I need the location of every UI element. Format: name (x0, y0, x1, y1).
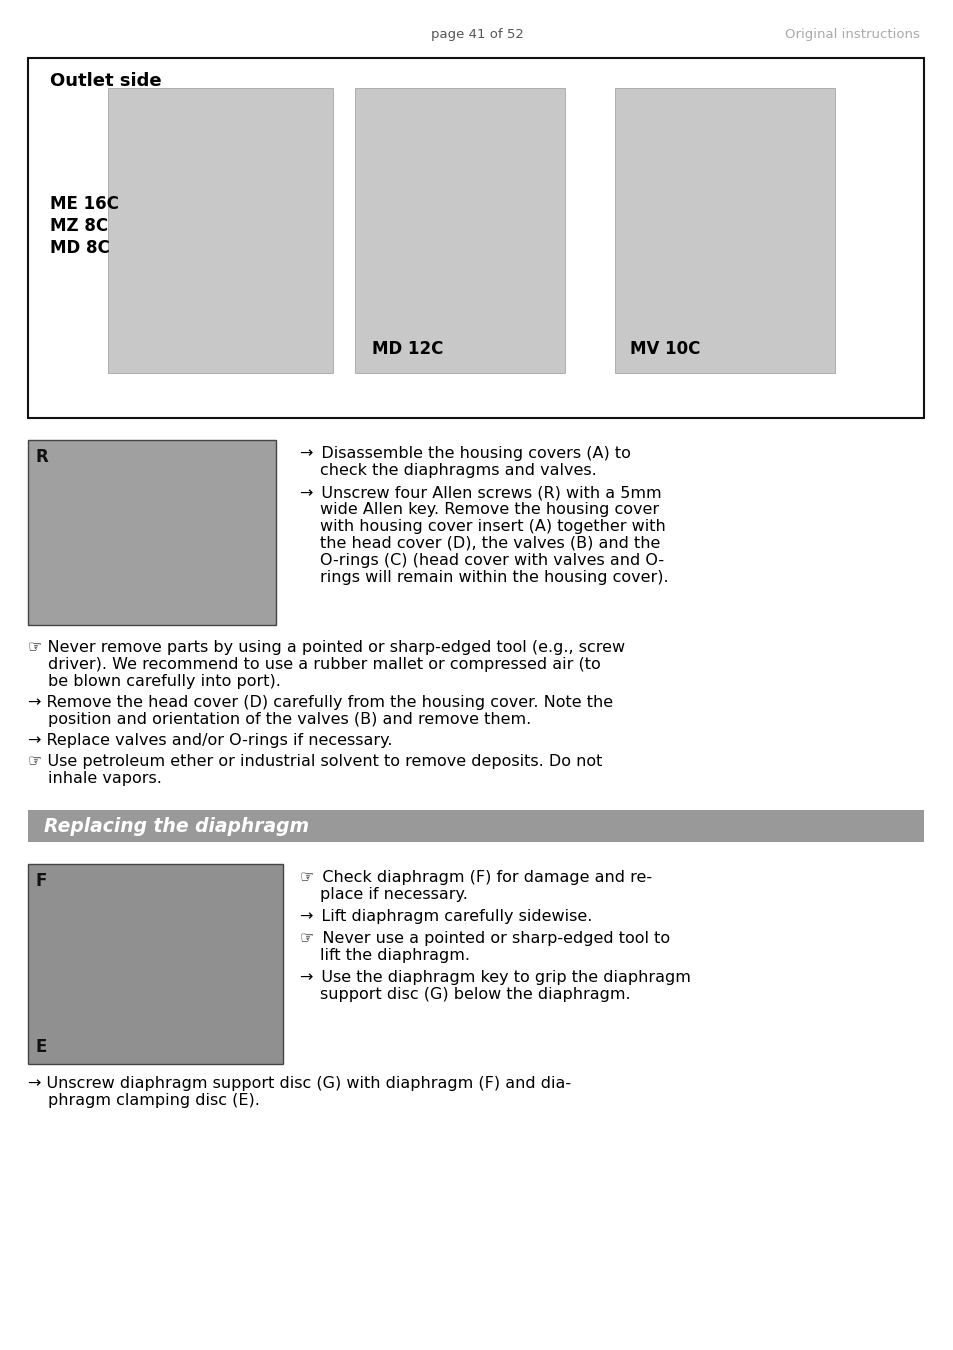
Text: support disc (G) below the diaphragm.: support disc (G) below the diaphragm. (319, 987, 630, 1002)
Bar (615, 88, 834, 373)
Text: ☞ Check diaphragm (F) for damage and re-: ☞ Check diaphragm (F) for damage and re- (299, 869, 652, 886)
Bar (355, 88, 564, 373)
Text: ☞ Use petroleum ether or industrial solvent to remove deposits. Do not: ☞ Use petroleum ether or industrial solv… (28, 755, 601, 770)
Text: be blown carefully into port).: be blown carefully into port). (48, 674, 280, 688)
Text: Original instructions: Original instructions (784, 28, 919, 40)
Text: R: R (36, 448, 49, 466)
Text: page 41 of 52: page 41 of 52 (430, 28, 523, 40)
Text: check the diaphragms and valves.: check the diaphragms and valves. (319, 463, 597, 478)
Text: place if necessary.: place if necessary. (319, 887, 467, 902)
Text: wide Allen key. Remove the housing cover: wide Allen key. Remove the housing cover (319, 502, 659, 517)
Text: ☞ Never remove parts by using a pointed or sharp-edged tool (e.g., screw: ☞ Never remove parts by using a pointed … (28, 640, 624, 655)
Text: ME 16C: ME 16C (50, 194, 119, 213)
Text: inhale vapors.: inhale vapors. (48, 771, 162, 786)
Text: → Lift diaphragm carefully sidewise.: → Lift diaphragm carefully sidewise. (299, 909, 592, 923)
Text: MD 12C: MD 12C (372, 340, 443, 358)
Text: rings will remain within the housing cover).: rings will remain within the housing cov… (319, 570, 668, 585)
Text: phragm clamping disc (E).: phragm clamping disc (E). (48, 1094, 259, 1108)
Bar (28, 810, 923, 842)
Text: lift the diaphragm.: lift the diaphragm. (319, 948, 470, 963)
Text: position and orientation of the valves (B) and remove them.: position and orientation of the valves (… (48, 711, 531, 728)
Text: F: F (36, 872, 48, 890)
Text: → Unscrew four Allen screws (R) with a 5mm: → Unscrew four Allen screws (R) with a 5… (299, 485, 661, 500)
Text: → Replace valves and/or O-rings if necessary.: → Replace valves and/or O-rings if neces… (28, 733, 392, 748)
Text: Outlet side: Outlet side (50, 72, 161, 90)
Text: → Disassemble the housing covers (A) to: → Disassemble the housing covers (A) to (299, 446, 630, 460)
Text: MV 10C: MV 10C (629, 340, 700, 358)
Bar (108, 88, 333, 373)
Text: driver). We recommend to use a rubber mallet or compressed air (to: driver). We recommend to use a rubber ma… (48, 657, 600, 672)
Text: → Remove the head cover (D) carefully from the housing cover. Note the: → Remove the head cover (D) carefully fr… (28, 695, 613, 710)
Text: O-rings (C) (head cover with valves and O-: O-rings (C) (head cover with valves and … (319, 554, 663, 568)
Bar (28, 440, 275, 625)
Text: → Use the diaphragm key to grip the diaphragm: → Use the diaphragm key to grip the diap… (299, 971, 690, 986)
Text: the head cover (D), the valves (B) and the: the head cover (D), the valves (B) and t… (319, 536, 659, 551)
Text: → Unscrew diaphragm support disc (G) with diaphragm (F) and dia-: → Unscrew diaphragm support disc (G) wit… (28, 1076, 571, 1091)
Text: MZ 8C: MZ 8C (50, 217, 108, 235)
Text: ☞ Never use a pointed or sharp-edged tool to: ☞ Never use a pointed or sharp-edged too… (299, 931, 669, 946)
Text: with housing cover insert (A) together with: with housing cover insert (A) together w… (319, 518, 665, 535)
Bar (28, 864, 283, 1064)
Text: MD 8C: MD 8C (50, 239, 110, 256)
Text: Replacing the diaphragm: Replacing the diaphragm (44, 817, 309, 836)
Bar (28, 58, 923, 419)
Text: E: E (36, 1038, 48, 1056)
